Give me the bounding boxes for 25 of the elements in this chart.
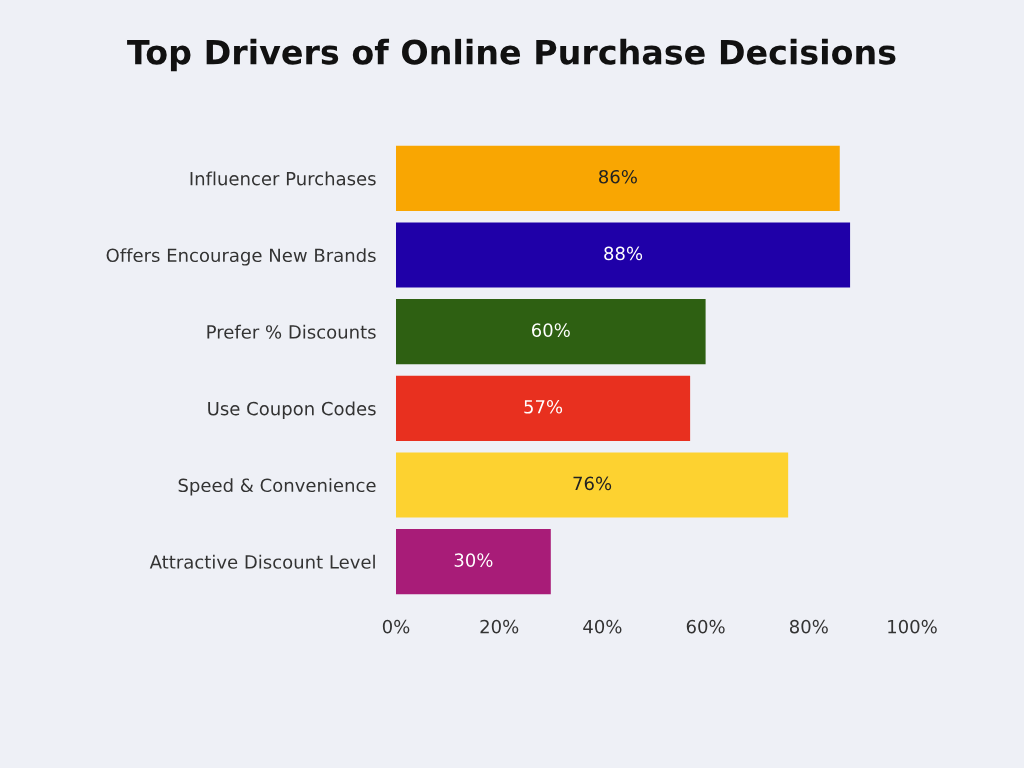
x-tick-label: 20% [480, 619, 519, 634]
data-label: 86% [599, 169, 637, 184]
bar [396, 452, 789, 518]
bar [396, 222, 851, 288]
chart-title: Top Drivers of Online Purchase Decisions [127, 38, 896, 72]
x-tick-label: 40% [583, 619, 622, 634]
data-label: 57% [524, 399, 563, 414]
bar [396, 375, 691, 441]
y-tick-label: Offers Encourage New Brands [106, 248, 376, 266]
x-tick-label: 60% [686, 619, 725, 634]
bar [396, 145, 840, 211]
data-label: 88% [604, 246, 643, 261]
y-tick-label: Prefer % Discounts [207, 324, 376, 339]
data-label: 76% [573, 476, 612, 491]
y-tick-label: Speed & Convenience [178, 478, 376, 496]
y-tick-label: Influencer Purchases [190, 171, 376, 186]
x-tick-label: 0% [382, 619, 410, 634]
bar [396, 299, 706, 365]
data-label: 30% [454, 553, 493, 567]
y-tick-label: Attractive Discount Level [149, 554, 375, 569]
data-label: 60% [532, 323, 570, 337]
y-tick-label: Use Coupon Codes [208, 401, 376, 419]
x-tick-label: 80% [789, 619, 828, 634]
x-tick-label: 100% [888, 619, 937, 634]
bar [396, 529, 551, 595]
